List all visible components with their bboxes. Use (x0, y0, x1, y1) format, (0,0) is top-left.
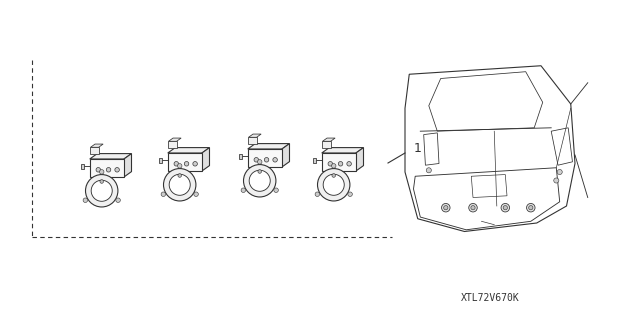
Circle shape (106, 167, 111, 172)
Text: XTL72V670K: XTL72V670K (461, 293, 520, 303)
Circle shape (503, 205, 508, 210)
Circle shape (348, 192, 353, 197)
Circle shape (178, 174, 182, 177)
Circle shape (174, 161, 179, 166)
Polygon shape (168, 153, 202, 171)
Circle shape (99, 170, 104, 174)
Polygon shape (239, 153, 243, 159)
Circle shape (184, 161, 189, 166)
Circle shape (161, 192, 166, 197)
Polygon shape (202, 148, 209, 171)
Circle shape (347, 161, 351, 166)
Circle shape (529, 205, 533, 210)
Polygon shape (159, 158, 163, 163)
Circle shape (177, 164, 182, 168)
Circle shape (86, 174, 118, 207)
Polygon shape (81, 164, 84, 169)
Polygon shape (168, 148, 209, 153)
Circle shape (91, 180, 112, 201)
Polygon shape (322, 148, 364, 153)
Polygon shape (248, 144, 289, 149)
Circle shape (264, 158, 269, 162)
Circle shape (339, 161, 343, 166)
Circle shape (249, 170, 270, 191)
Polygon shape (90, 147, 99, 154)
Circle shape (83, 198, 88, 203)
Circle shape (471, 205, 475, 210)
Circle shape (115, 167, 119, 172)
Polygon shape (248, 134, 261, 137)
Polygon shape (323, 141, 331, 148)
Circle shape (315, 192, 319, 197)
Circle shape (557, 169, 563, 174)
Polygon shape (313, 158, 316, 163)
Polygon shape (322, 153, 356, 171)
Circle shape (194, 192, 198, 197)
Circle shape (442, 204, 450, 212)
Circle shape (273, 158, 277, 162)
Circle shape (163, 168, 196, 201)
Polygon shape (90, 154, 131, 159)
Circle shape (527, 204, 535, 212)
Circle shape (323, 174, 344, 195)
Circle shape (328, 161, 333, 166)
Polygon shape (356, 148, 364, 171)
Circle shape (100, 180, 104, 183)
Circle shape (501, 204, 509, 212)
Circle shape (193, 161, 197, 166)
Circle shape (254, 158, 259, 162)
Circle shape (426, 168, 431, 173)
Circle shape (241, 188, 246, 192)
Text: 1: 1 (414, 142, 422, 154)
Circle shape (332, 174, 335, 177)
Polygon shape (323, 138, 335, 141)
Polygon shape (248, 137, 257, 144)
Polygon shape (248, 149, 282, 167)
Circle shape (169, 174, 190, 195)
Polygon shape (90, 159, 124, 177)
Circle shape (444, 205, 448, 210)
Circle shape (554, 178, 559, 183)
Circle shape (96, 167, 100, 172)
Circle shape (243, 165, 276, 197)
Polygon shape (124, 154, 131, 177)
Circle shape (257, 160, 262, 164)
Polygon shape (168, 138, 181, 141)
Circle shape (468, 204, 477, 212)
Polygon shape (90, 144, 103, 147)
Polygon shape (282, 144, 289, 167)
Circle shape (274, 188, 278, 192)
Polygon shape (168, 141, 177, 148)
Circle shape (258, 170, 262, 173)
Circle shape (116, 198, 120, 203)
Circle shape (332, 164, 336, 168)
Circle shape (317, 168, 350, 201)
